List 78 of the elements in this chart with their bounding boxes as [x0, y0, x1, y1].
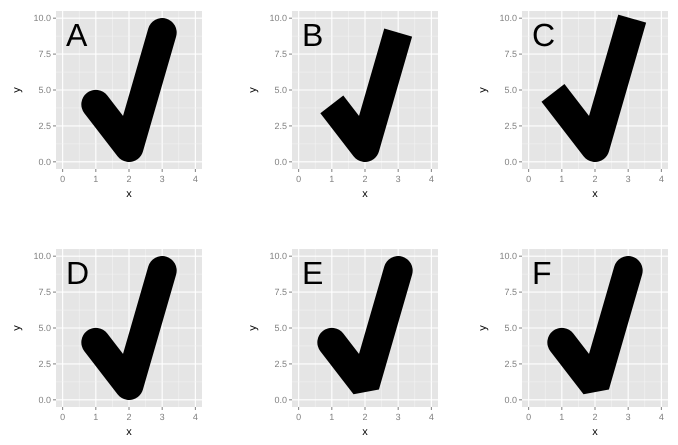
x-tick-label: 1: [93, 412, 98, 422]
x-tick-label: 0: [60, 174, 66, 184]
y-tick-label: 2.5: [274, 120, 287, 131]
x-tick-label: 3: [626, 412, 631, 422]
y-tick-label: 5.0: [274, 85, 287, 96]
x-tick-label: 4: [658, 412, 664, 422]
y-tick-label: 7.5: [504, 287, 517, 298]
y-axis-title: y: [477, 86, 489, 93]
y-tick-label: 10.0: [269, 13, 287, 24]
x-axis-title: x: [592, 426, 598, 438]
y-tick-label: 2.5: [38, 358, 51, 369]
y-tick-label: 10.0: [33, 13, 51, 24]
x-tick-label: 2: [362, 412, 368, 422]
y-tick-label: 7.5: [274, 49, 287, 60]
x-tick-label: 2: [592, 174, 598, 184]
y-tick-label: 2.5: [504, 120, 517, 131]
y-tick-label: 5.0: [38, 85, 51, 96]
x-tick-label: 4: [428, 174, 434, 184]
y-tick-label: 7.5: [504, 49, 517, 60]
y-tick-label: 7.5: [38, 49, 51, 60]
y-tick-label: 0.0: [504, 394, 517, 405]
y-tick-label: 5.0: [274, 323, 287, 334]
x-tick-label: 1: [329, 174, 334, 184]
x-tick-label: 4: [658, 174, 664, 184]
x-axis-title: x: [126, 426, 132, 438]
annotation: E: [302, 255, 324, 291]
x-tick-label: 3: [160, 412, 165, 422]
x-tick-label: 2: [126, 174, 132, 184]
y-axis-title: y: [11, 324, 23, 331]
x-tick-label: 0: [526, 412, 532, 422]
x-tick-label: 1: [329, 412, 334, 422]
x-tick-label: 2: [126, 412, 132, 422]
y-tick-label: 10.0: [499, 13, 517, 24]
annotation: C: [532, 17, 556, 53]
y-tick-label: 0.0: [38, 156, 51, 167]
y-tick-label: 5.0: [38, 323, 51, 334]
annotation: B: [302, 17, 324, 53]
y-tick-label: 0.0: [274, 156, 287, 167]
y-tick-label: 0.0: [274, 394, 287, 405]
x-tick-label: 1: [559, 174, 564, 184]
y-tick-label: 10.0: [33, 251, 51, 262]
x-tick-label: 0: [60, 412, 66, 422]
y-tick-label: 10.0: [269, 251, 287, 262]
x-tick-label: 3: [160, 174, 165, 184]
x-axis-title: x: [362, 188, 368, 200]
y-tick-label: 10.0: [499, 251, 517, 262]
x-tick-label: 0: [526, 174, 532, 184]
y-tick-label: 2.5: [38, 120, 51, 131]
annotation: F: [532, 255, 552, 291]
y-tick-label: 5.0: [504, 85, 517, 96]
y-tick-label: 2.5: [274, 358, 287, 369]
x-tick-label: 3: [396, 412, 401, 422]
x-tick-label: 2: [362, 174, 368, 184]
x-tick-label: 2: [592, 412, 598, 422]
x-tick-label: 0: [296, 412, 302, 422]
y-axis-title: y: [247, 86, 259, 93]
x-tick-label: 3: [396, 174, 401, 184]
x-tick-label: 1: [559, 412, 564, 422]
x-tick-label: 0: [296, 174, 302, 184]
y-tick-label: 5.0: [504, 323, 517, 334]
y-tick-label: 0.0: [504, 156, 517, 167]
x-tick-label: 4: [192, 174, 198, 184]
x-axis-title: x: [126, 188, 132, 200]
annotation: A: [66, 17, 88, 53]
x-axis-title: x: [362, 426, 368, 438]
y-axis-title: y: [11, 86, 23, 93]
y-tick-label: 0.0: [38, 394, 51, 405]
y-tick-label: 7.5: [274, 287, 287, 298]
y-axis-title: y: [247, 324, 259, 331]
y-axis-title: y: [477, 324, 489, 331]
x-tick-label: 4: [192, 412, 198, 422]
x-tick-label: 4: [428, 412, 434, 422]
x-axis-title: x: [592, 188, 598, 200]
x-tick-label: 1: [93, 174, 98, 184]
x-tick-label: 3: [626, 174, 631, 184]
y-tick-label: 7.5: [38, 287, 51, 298]
y-tick-label: 2.5: [504, 358, 517, 369]
annotation: D: [66, 255, 90, 291]
